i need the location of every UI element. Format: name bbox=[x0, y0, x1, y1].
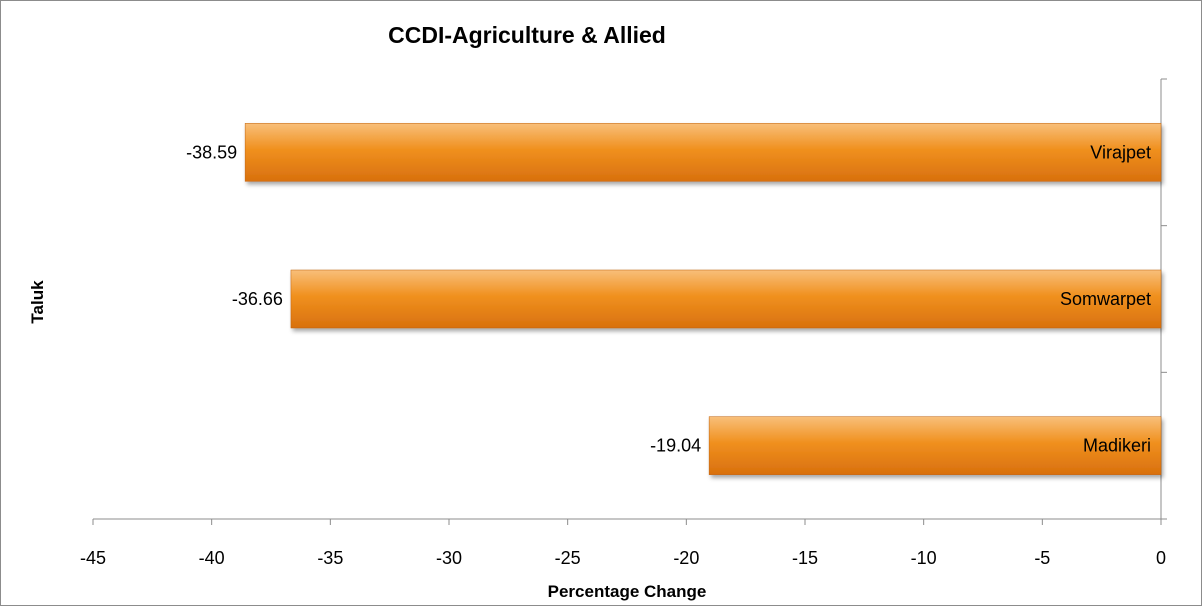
x-tick-label: 0 bbox=[1156, 548, 1166, 568]
x-tick-label: -25 bbox=[555, 548, 581, 568]
data-label: -36.66 bbox=[232, 289, 283, 309]
x-tick-label: -35 bbox=[317, 548, 343, 568]
x-tick-label: -5 bbox=[1034, 548, 1050, 568]
chart-title: CCDI-Agriculture & Allied bbox=[388, 22, 666, 48]
data-label: -19.04 bbox=[650, 436, 701, 456]
bar bbox=[290, 269, 1162, 329]
x-tick-label: -40 bbox=[199, 548, 225, 568]
y-axis-title: Taluk bbox=[28, 280, 47, 324]
category-label: Madikeri bbox=[1083, 436, 1151, 456]
bar bbox=[708, 416, 1162, 475]
x-tick-label: -45 bbox=[80, 548, 106, 568]
data-label: -38.59 bbox=[186, 142, 237, 162]
x-tick-label: -20 bbox=[673, 548, 699, 568]
labels: -45 -40 -35 -30 -25 -20 -15 -10 -5 0 -19.04 Madiker… bbox=[80, 142, 1166, 568]
x-tick-label: -10 bbox=[911, 548, 937, 568]
bar bbox=[244, 123, 1162, 182]
x-tick-label: -15 bbox=[792, 548, 818, 568]
bars bbox=[244, 123, 1162, 475]
x-tick-label: -30 bbox=[436, 548, 462, 568]
category-label: Virajpet bbox=[1090, 142, 1151, 162]
x-axis-title: Percentage Change bbox=[548, 582, 707, 601]
category-label: Somwarpet bbox=[1060, 289, 1151, 309]
